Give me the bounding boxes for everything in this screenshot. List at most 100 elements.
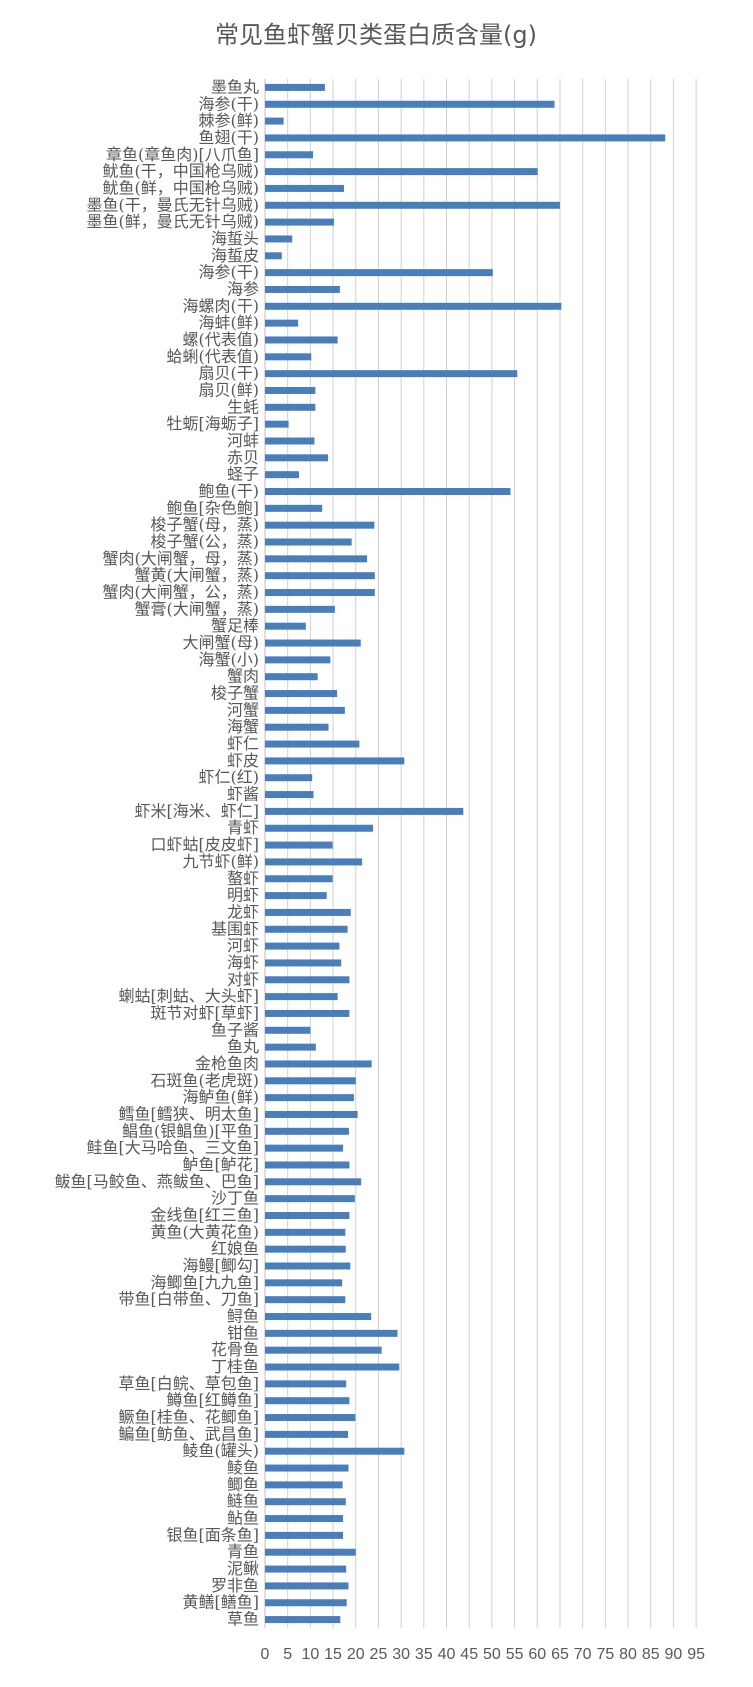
category-label: 虾仁(红) (199, 768, 260, 787)
category-label: 鱿鱼(鲜，中国枪乌贼) (103, 178, 260, 197)
category-label: 金枪鱼肉 (195, 1054, 259, 1073)
bar (265, 1515, 344, 1523)
category-label: 金线鱼[红三鱼] (151, 1205, 260, 1224)
bar (265, 521, 375, 529)
bar (265, 976, 350, 984)
bar (265, 538, 352, 546)
bar (265, 1582, 349, 1590)
bar (265, 151, 314, 159)
category-label: 带鱼[白带鱼、刀鱼] (119, 1290, 260, 1309)
bar (265, 252, 282, 260)
bars (265, 83, 666, 1624)
bar (265, 1009, 350, 1017)
chart-title: 常见鱼虾蟹贝类蛋白质含量(g) (215, 21, 537, 49)
bar (265, 454, 329, 462)
bar (265, 589, 375, 597)
category-label: 口虾蛄[皮皮虾] (151, 835, 260, 854)
bar (265, 1077, 356, 1085)
x-tick-label: 75 (596, 1646, 614, 1663)
bar (265, 1447, 405, 1455)
category-label: 鲍鱼[杂色鲍] (167, 498, 260, 517)
bar (265, 1178, 362, 1186)
bar (265, 100, 555, 108)
category-label: 墨鱼(干，曼氏无针乌贼) (87, 195, 260, 214)
x-tick-label: 45 (460, 1646, 478, 1663)
x-tick-label: 50 (483, 1646, 501, 1663)
category-label: 鲢鱼 (227, 1492, 259, 1511)
category-label: 罗非鱼 (211, 1576, 259, 1595)
category-label: 泥鳅 (227, 1559, 259, 1578)
bar (265, 1414, 356, 1422)
bar (265, 774, 313, 782)
category-label: 扇贝(鲜) (199, 380, 260, 399)
bar (265, 605, 335, 613)
category-label: 墨鱼丸 (211, 77, 259, 96)
bar (265, 83, 325, 91)
bar (265, 959, 342, 967)
gridlines (264, 79, 697, 1628)
bar (265, 370, 518, 378)
category-label: 丁桂鱼 (211, 1357, 259, 1376)
category-label: 大闸蟹(母) (183, 633, 260, 652)
category-label: 黄鳝[鳝鱼] (183, 1593, 260, 1612)
category-label: 花骨鱼 (211, 1340, 259, 1359)
bar (265, 1346, 382, 1354)
category-label: 鱿鱼(干，中国枪乌贼) (103, 162, 260, 181)
bar (265, 1245, 346, 1253)
x-tick-label: 5 (283, 1646, 292, 1663)
category-label: 螺(代表值) (183, 330, 260, 349)
category-label: 蟹肉(大闸蟹，公，蒸) (103, 583, 260, 602)
category-label: 蟹肉(大闸蟹，母，蒸) (103, 549, 260, 568)
category-label: 鳜鱼[桂鱼、花鲫鱼] (119, 1408, 260, 1427)
bar (265, 723, 329, 731)
category-label: 河虾 (227, 936, 259, 955)
bar (265, 488, 511, 496)
bar (265, 740, 360, 748)
category-label: 鳟鱼[红鳟鱼] (167, 1391, 260, 1410)
category-label: 海蟹 (227, 717, 259, 736)
bar (265, 269, 493, 277)
bar (265, 218, 334, 226)
x-tick-label: 10 (301, 1646, 319, 1663)
category-label: 海参(干) (199, 263, 260, 282)
category-label: 黄鱼(大黄花鱼) (151, 1222, 260, 1241)
category-label: 鲫鱼 (227, 1475, 259, 1494)
category-label: 鲇鱼 (227, 1509, 259, 1528)
bar (265, 622, 306, 630)
category-label: 梭子蟹(母，蒸) (151, 515, 260, 534)
bar (265, 1060, 372, 1068)
category-label: 海螺肉(干) (183, 296, 260, 315)
category-label: 沙丁鱼 (211, 1189, 259, 1208)
bar (265, 184, 344, 192)
bar (265, 1380, 347, 1388)
category-label: 虾仁 (227, 734, 259, 753)
bar (265, 1195, 355, 1203)
bar (265, 892, 327, 900)
bar (265, 875, 333, 883)
bar (265, 319, 299, 327)
category-label: 海蜇头 (211, 229, 259, 248)
category-label: 青鱼 (227, 1542, 259, 1561)
category-label: 棘参(鲜) (199, 111, 260, 130)
category-label: 红娘鱼 (211, 1239, 259, 1258)
category-label: 鲳鱼(银鲳鱼)[平鱼] (122, 1121, 259, 1140)
bar (265, 1363, 400, 1371)
category-label: 海参(干) (199, 94, 260, 113)
bar (265, 1043, 316, 1051)
x-tick-label: 65 (551, 1646, 569, 1663)
bar (265, 1329, 398, 1337)
bar (265, 824, 373, 832)
bar (265, 1262, 351, 1270)
bar (265, 1498, 346, 1506)
category-label: 海虾 (227, 953, 259, 972)
bar (265, 1144, 344, 1152)
category-label: 鳕鱼[鳕狭、明太鱼] (119, 1104, 260, 1123)
bar (265, 639, 361, 647)
x-tick-label: 15 (324, 1646, 342, 1663)
x-tick-labels: 0 5 10 15 20 25 30 35 40 45 50 55 60 65 70 75 80 85 90 95 (261, 1646, 706, 1663)
category-label: 草鱼 (227, 1610, 259, 1629)
bar (265, 1616, 341, 1624)
category-label: 鲮鱼 (227, 1458, 259, 1477)
category-label: 蝲蛄[刺蛄、大头虾] (119, 987, 260, 1006)
